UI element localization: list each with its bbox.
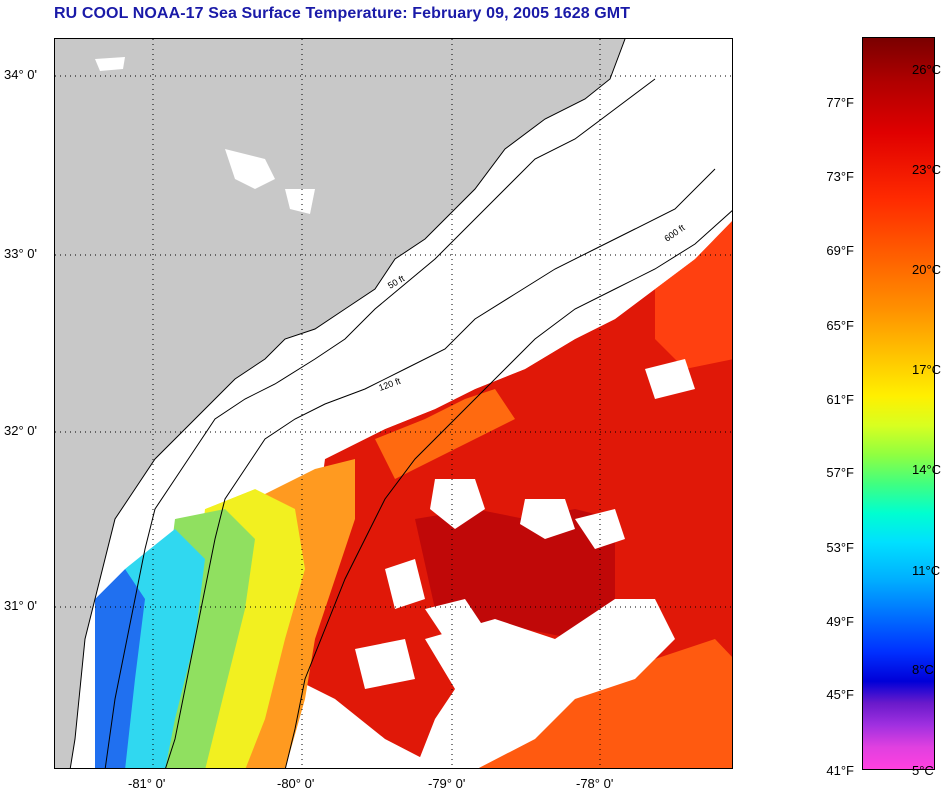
colorbar-label-f: 45°F bbox=[826, 687, 854, 702]
cloud-patch bbox=[520, 499, 575, 539]
colorbar-label-f: 57°F bbox=[826, 465, 854, 480]
lake bbox=[95, 57, 125, 71]
lon-label-78: -78° 0' bbox=[576, 776, 614, 791]
sst-map-canvas: 50 ft 120 ft 600 ft bbox=[55, 39, 732, 768]
colorbar-label-c: 8°C bbox=[912, 662, 934, 677]
contour-120ft bbox=[165, 168, 716, 768]
sst-orange-band-north bbox=[375, 389, 515, 479]
colorbar-label-c: 17°C bbox=[912, 362, 942, 377]
colorbar-label-c: 26°C bbox=[912, 62, 942, 77]
cloud-cover bbox=[355, 359, 695, 768]
colorbar-label-f: 49°F bbox=[826, 614, 854, 629]
lat-label-32: 32° 0' bbox=[4, 423, 37, 438]
land-mass bbox=[55, 39, 625, 768]
coastline bbox=[69, 39, 626, 768]
colorbar-label-c: 23°C bbox=[912, 162, 942, 177]
colorbar-label-c: 14°C bbox=[912, 462, 942, 477]
map-title: RU COOL NOAA-17 Sea Surface Temperature:… bbox=[54, 5, 631, 22]
cloud-patch bbox=[385, 559, 425, 609]
lake bbox=[285, 189, 315, 214]
lat-lon-grid bbox=[55, 39, 732, 768]
lat-label-34: 34° 0' bbox=[4, 67, 37, 82]
lat-label-31: 31° 0' bbox=[4, 598, 37, 613]
temperature-colorbar bbox=[862, 37, 935, 770]
cloud-patch bbox=[415, 599, 675, 768]
contour-600ft bbox=[284, 210, 732, 768]
colorbar-label-f: 41°F bbox=[826, 763, 854, 778]
lon-label-80: -80° 0' bbox=[277, 776, 315, 791]
lake bbox=[225, 149, 275, 189]
colorbar-label-c: 20°C bbox=[912, 262, 942, 277]
sst-orange-band-east bbox=[655, 221, 732, 369]
cloud-patch bbox=[355, 639, 415, 689]
colorbar-label-f: 53°F bbox=[826, 540, 854, 555]
cloud-patch bbox=[430, 479, 485, 529]
colorbar-label-f: 73°F bbox=[826, 169, 854, 184]
lon-label-79: -79° 0' bbox=[428, 776, 466, 791]
colorbar-label-f: 61°F bbox=[826, 392, 854, 407]
sst-map[interactable]: 50 ft 120 ft 600 ft bbox=[54, 38, 733, 769]
colorbar-label-c: 11°C bbox=[912, 563, 941, 578]
lon-label-81: -81° 0' bbox=[128, 776, 166, 791]
colorbar-label-f: 65°F bbox=[826, 318, 854, 333]
colorbar-label-c: 5°C bbox=[912, 763, 934, 778]
depth-contours bbox=[104, 78, 732, 768]
sst-blue-nearshore bbox=[95, 569, 145, 768]
lat-label-33: 33° 0' bbox=[4, 246, 37, 261]
cloud-patch bbox=[645, 359, 695, 399]
colorbar-label-f: 77°F bbox=[826, 95, 854, 110]
colorbar-label-f: 69°F bbox=[826, 243, 854, 258]
contour-50ft bbox=[104, 78, 656, 768]
